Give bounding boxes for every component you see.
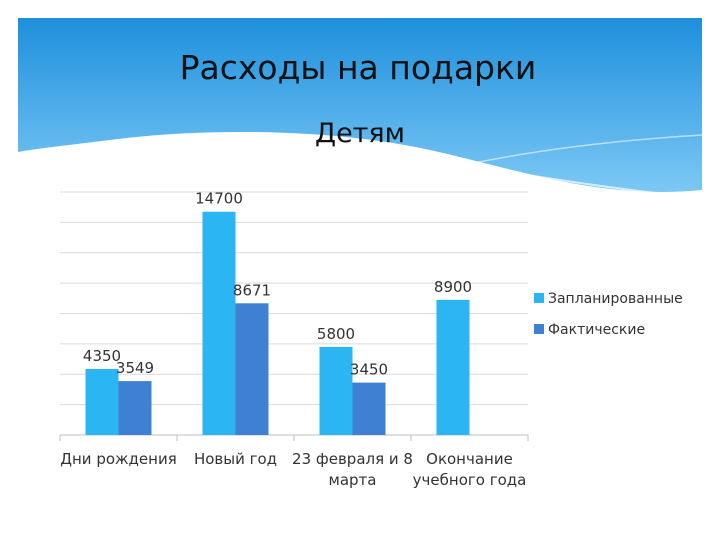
data-label: 14700 <box>195 190 243 208</box>
x-tick-label: Окончание <box>426 450 513 468</box>
legend-label: Запланированные <box>548 291 683 307</box>
x-tick-label: Дни рождения <box>60 450 176 468</box>
legend-label: Фактические <box>548 322 645 338</box>
bar-planned <box>202 211 236 435</box>
data-label: 8900 <box>434 278 472 296</box>
header-band <box>18 18 702 192</box>
header-swoosh-line <box>299 147 703 199</box>
bar-planned <box>319 346 353 435</box>
data-label: 3450 <box>350 361 388 379</box>
bar-planned <box>85 368 119 435</box>
legend-swatch-actual <box>534 324 544 334</box>
bar-planned <box>436 299 470 435</box>
x-tick-label: марта <box>329 471 377 489</box>
data-label: 4350 <box>83 347 121 365</box>
x-tick-label: учебного года <box>413 471 527 489</box>
data-label: 5800 <box>317 325 355 343</box>
bar-actual <box>352 382 386 435</box>
x-tick-label: Новый год <box>194 450 277 468</box>
x-tick-label: 23 февраля и 8 <box>292 450 413 468</box>
bar-actual <box>118 381 152 435</box>
bar-actual <box>235 303 269 435</box>
legend-swatch-planned <box>534 293 544 303</box>
header-swoosh-line-2 <box>419 134 703 176</box>
data-label: 3549 <box>116 359 154 377</box>
slide-subtitle: Детям <box>314 118 406 149</box>
data-label: 8671 <box>233 281 271 299</box>
slide-title: Расходы на подарки <box>179 48 537 87</box>
